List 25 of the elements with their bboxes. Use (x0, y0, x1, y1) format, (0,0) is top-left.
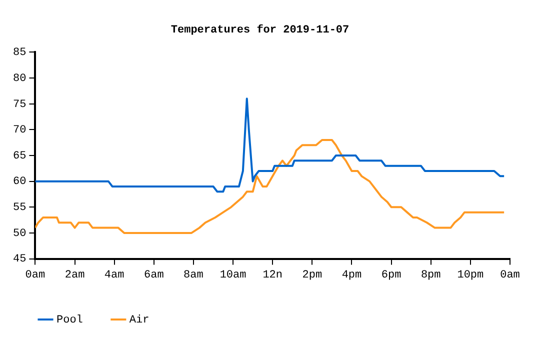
y-tick-label: 80 (13, 72, 26, 85)
x-tick-label: 8am (184, 269, 204, 282)
y-tick-label: 75 (13, 98, 26, 111)
legend-label: Pool (56, 314, 83, 326)
x-tick-label: 4pm (342, 269, 362, 282)
y-tick-label: 55 (13, 202, 26, 214)
chart-title: Temperatures for 2019-11-07 (170, 23, 350, 36)
y-tick-label: 45 (13, 254, 26, 266)
x-tick-label: 6am (144, 269, 164, 282)
x-tick-label: 2am (64, 269, 86, 282)
x-tick-label: 0am (25, 269, 46, 282)
y-tick-label: 60 (13, 176, 26, 188)
y-tick-label: 65 (13, 150, 26, 162)
y-tick-label: 85 (13, 47, 26, 60)
x-tick-label: 2pm (302, 269, 322, 282)
x-tick-label: 10am (220, 269, 247, 282)
x-tick-label: 0am (500, 269, 520, 282)
y-tick-label: 70 (13, 124, 26, 137)
legend-label: Air (129, 314, 150, 326)
y-tick-label: 50 (13, 228, 26, 240)
x-tick-label: 6pm (381, 269, 402, 282)
x-tick-label: 10pm (457, 269, 484, 282)
x-tick-label: 12n (262, 269, 283, 282)
x-tick-label: 4am (104, 269, 125, 282)
x-tick-label: 8pm (420, 269, 442, 282)
